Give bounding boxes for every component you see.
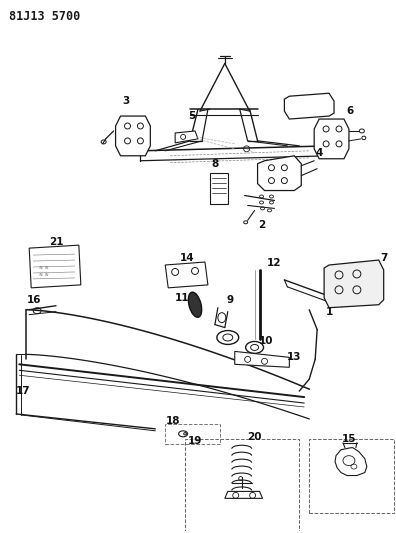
Text: 17: 17: [16, 386, 30, 396]
Polygon shape: [165, 262, 208, 288]
Text: 11: 11: [175, 293, 189, 303]
Bar: [309, 439, 394, 513]
Bar: [210, 173, 228, 205]
Text: 19: 19: [188, 436, 202, 446]
Ellipse shape: [184, 433, 187, 435]
Polygon shape: [324, 260, 384, 308]
Bar: [185, 439, 299, 533]
Bar: [165, 424, 220, 444]
Text: 14: 14: [180, 253, 194, 263]
Polygon shape: [257, 156, 301, 190]
Text: 81J13 5700: 81J13 5700: [10, 10, 80, 23]
Text: 6: 6: [346, 106, 354, 116]
Text: 21: 21: [49, 237, 63, 247]
Text: 2: 2: [258, 220, 265, 230]
Polygon shape: [314, 119, 349, 159]
Polygon shape: [116, 116, 150, 156]
Polygon shape: [235, 351, 289, 367]
Polygon shape: [284, 93, 334, 119]
Text: 15: 15: [342, 434, 356, 444]
Text: 5: 5: [188, 111, 196, 121]
Polygon shape: [175, 131, 198, 143]
Polygon shape: [225, 491, 263, 498]
Text: 7: 7: [380, 253, 387, 263]
Ellipse shape: [188, 292, 202, 317]
Text: 20: 20: [248, 432, 262, 442]
Text: 4: 4: [316, 148, 323, 158]
Text: 12: 12: [267, 258, 282, 268]
Text: 9: 9: [226, 295, 233, 305]
Text: ≈ ≈: ≈ ≈: [39, 272, 49, 278]
Text: 13: 13: [287, 352, 302, 362]
Text: 16: 16: [27, 295, 42, 305]
Text: 10: 10: [259, 336, 274, 346]
Polygon shape: [29, 245, 81, 288]
Text: 3: 3: [122, 96, 129, 106]
Text: 1: 1: [326, 306, 333, 317]
Text: 18: 18: [166, 416, 181, 426]
Text: 8: 8: [211, 159, 219, 169]
Text: ≈ ≈: ≈ ≈: [39, 265, 49, 270]
